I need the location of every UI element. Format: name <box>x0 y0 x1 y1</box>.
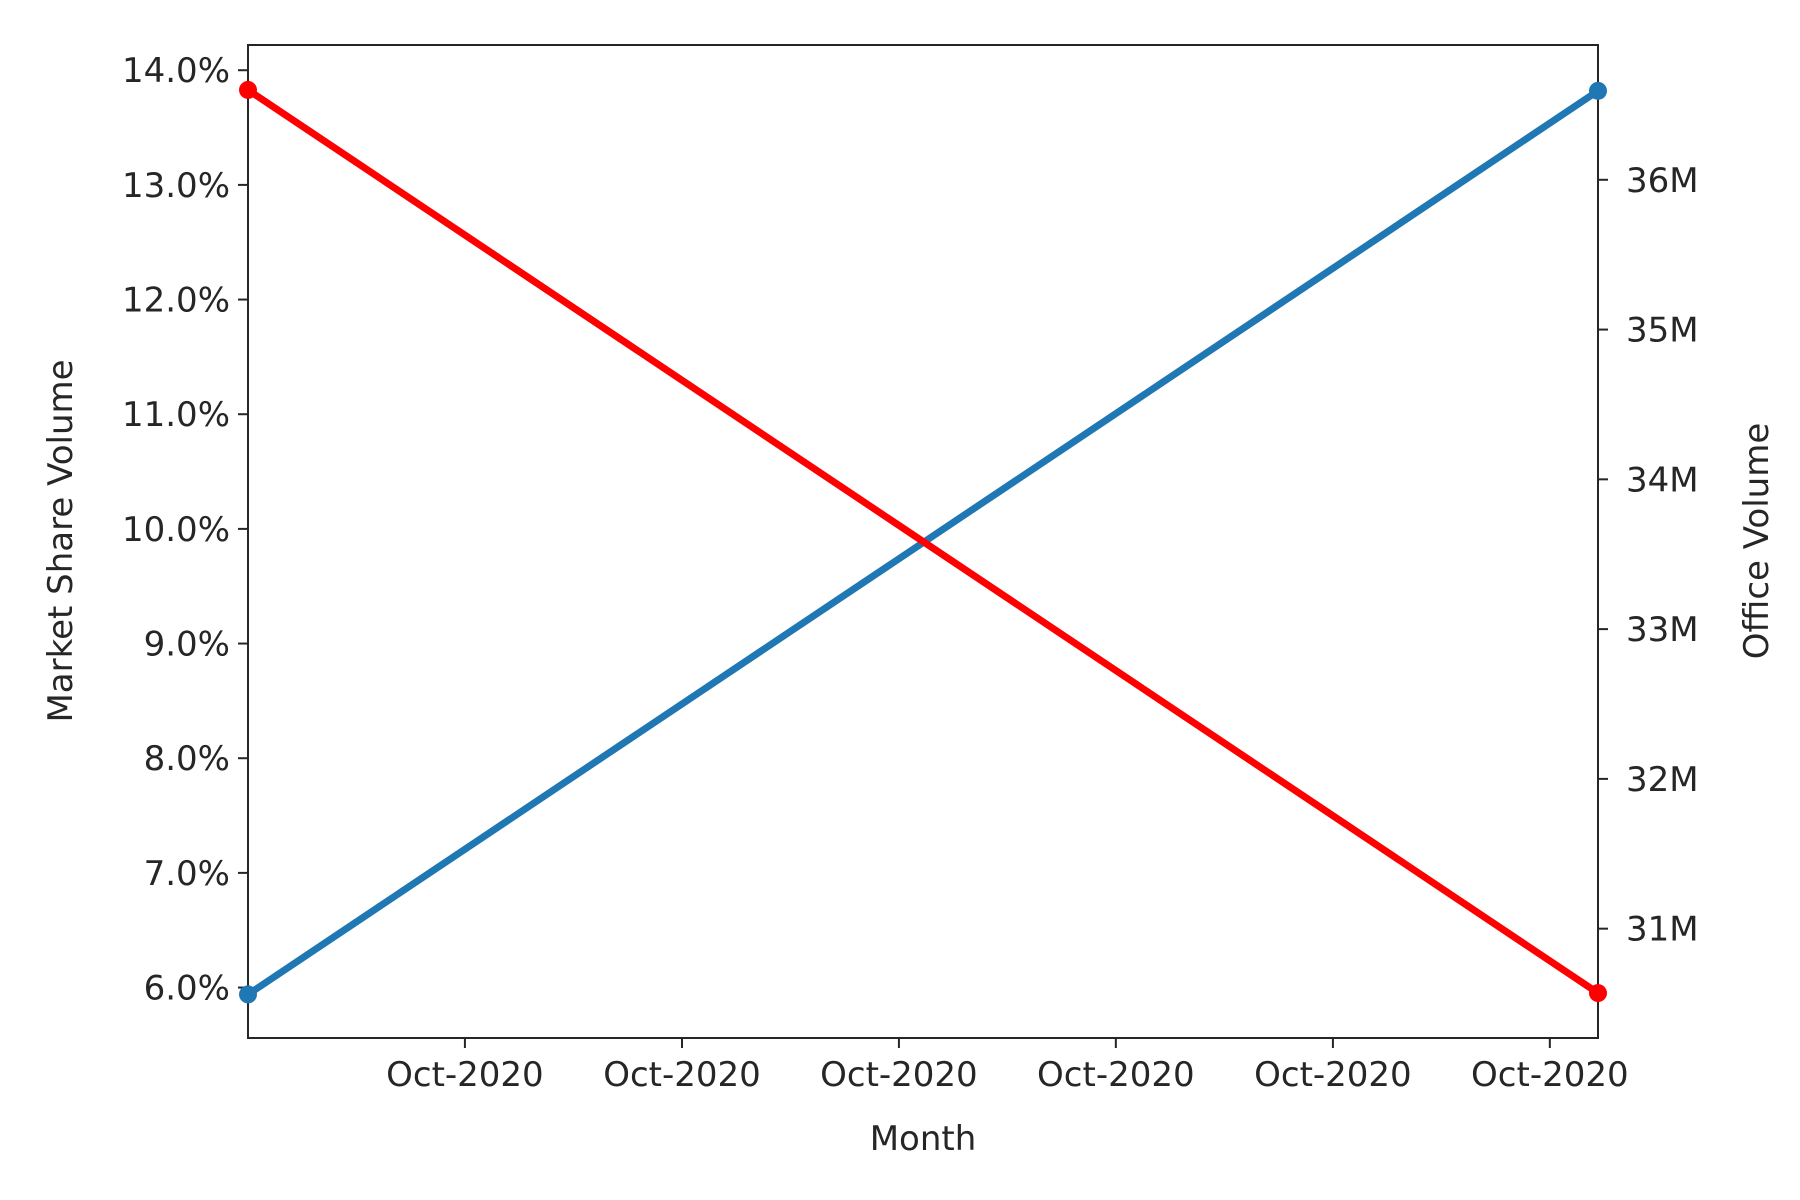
series-point-1 <box>1589 81 1607 100</box>
left-y-tick-label: 6.0% <box>144 969 230 1009</box>
right-y-tick-label: 31M <box>1626 910 1699 950</box>
series-point-2 <box>239 80 257 99</box>
x-tick-label: Oct-2020 <box>1037 1055 1195 1095</box>
left-y-axis-ticks: 6.0% 7.0% 8.0% 9.0% 10.0% 11.0% 12.0% 13.0% 14.0… <box>122 51 248 1009</box>
x-axis-label: Month <box>870 1119 977 1159</box>
right-y-tick-label: 35M <box>1626 311 1699 351</box>
x-tick-label: Oct-2020 <box>386 1055 544 1095</box>
right-y-tick-label: 33M <box>1626 610 1699 650</box>
right-y-axis-label: Office Volume <box>1737 423 1777 660</box>
series-layer <box>239 80 1607 1004</box>
left-y-axis-label: Market Share Volume <box>41 359 81 722</box>
x-tick-label: Oct-2020 <box>820 1055 978 1095</box>
left-y-tick-label: 7.0% <box>144 854 230 894</box>
left-y-tick-label: 9.0% <box>144 625 230 665</box>
plot-frame <box>247 44 1599 1039</box>
left-y-tick-label: 11.0% <box>122 395 230 435</box>
x-tick-label: Oct-2020 <box>1471 1055 1629 1095</box>
left-y-tick-label: 12.0% <box>122 281 230 321</box>
series-line-2 <box>244 86 1602 997</box>
right-y-tick-label: 36M <box>1626 161 1699 201</box>
left-y-tick-label: 14.0% <box>122 51 230 91</box>
left-y-tick-label: 8.0% <box>144 739 230 779</box>
series-point-1 <box>239 985 257 1004</box>
x-tick-label: Oct-2020 <box>603 1055 761 1095</box>
x-axis-ticks: Oct-2020 Oct-2020 Oct-2020 Oct-2020 Oct-2020… <box>386 1038 1629 1095</box>
left-y-tick-label: 13.0% <box>122 166 230 206</box>
right-y-axis-ticks: 31M 32M 33M 34M 35M 36M <box>1598 161 1699 950</box>
left-y-tick-label: 10.0% <box>122 510 230 550</box>
right-y-tick-label: 34M <box>1626 460 1699 500</box>
series-point-2 <box>1589 984 1607 1003</box>
right-y-tick-label: 32M <box>1626 760 1699 800</box>
x-tick-label: Oct-2020 <box>1254 1055 1412 1095</box>
